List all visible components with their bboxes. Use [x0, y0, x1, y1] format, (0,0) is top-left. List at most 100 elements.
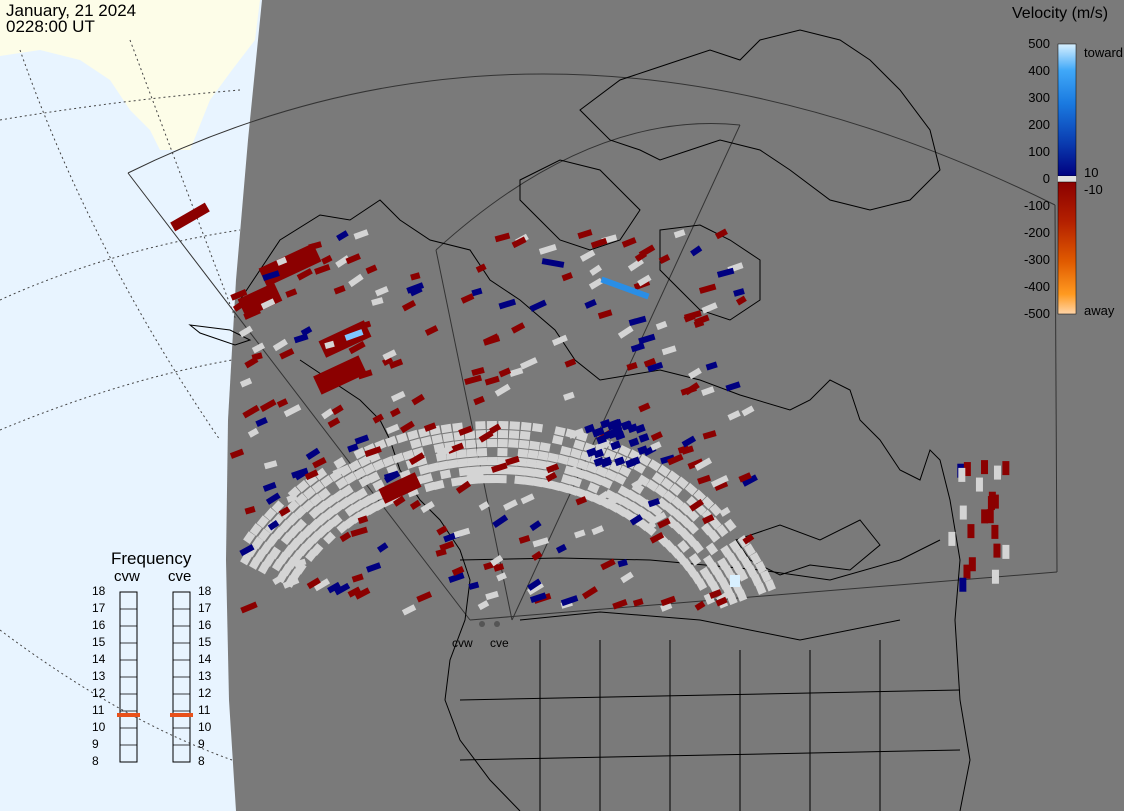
freq-scale-label: 13 [92, 669, 106, 683]
ground-scatter-cell [260, 541, 273, 555]
toward-velocity-cell [730, 575, 740, 587]
velocity-cell [591, 525, 605, 536]
freq-scale-label: 9 [198, 737, 205, 751]
velocity-cell [239, 377, 253, 388]
velocity-cell [511, 322, 526, 334]
velocity-cell [423, 422, 437, 432]
velocity-cell [276, 398, 289, 408]
ground-scatter-cell [539, 442, 551, 452]
ground-scatter-cell [268, 546, 281, 560]
colorbar-tick-6: -100 [1023, 198, 1050, 213]
velocity-cell [689, 498, 704, 512]
ground-scatter-cell [649, 504, 663, 517]
ground-scatter-cell [467, 457, 478, 467]
ground-scatter-cell [294, 518, 307, 532]
ground-scatter-cell [651, 472, 665, 485]
velocity-cell [637, 274, 652, 287]
ground-scatter-cell [340, 484, 354, 497]
ground-scatter-cell [527, 449, 539, 460]
ground-scatter-cell [587, 482, 600, 494]
freq-scale-label: 16 [92, 618, 106, 632]
ground-scatter-cell [724, 518, 737, 532]
ground-scatter-cell [654, 484, 668, 498]
ground-scatter-cell [286, 512, 300, 526]
toward-velocity-cell [541, 258, 565, 268]
velocity-cell [304, 469, 319, 481]
toward-velocity-cell [600, 276, 650, 300]
velocity-cell [339, 531, 352, 543]
ground-scatter-cell [656, 497, 670, 510]
ground-scatter-cell [715, 524, 729, 538]
velocity-cell [660, 454, 676, 465]
ground-scatter-cell [344, 472, 357, 485]
freq-scale-label: 17 [92, 601, 106, 615]
velocity-cell [725, 381, 741, 392]
freq-scale-label: 17 [198, 601, 212, 615]
velocity-cell [638, 244, 656, 258]
velocity-cell [520, 493, 535, 505]
velocity-cell [278, 506, 291, 517]
velocity-cell [300, 326, 313, 337]
velocity-cell [359, 320, 372, 330]
velocity-cell [411, 393, 425, 406]
ground-scatter-cell [362, 463, 376, 476]
ground-scatter-cell [755, 582, 767, 595]
ground-scatter-cell [294, 506, 307, 519]
velocity-cell [991, 524, 999, 539]
velocity-cell [505, 455, 520, 466]
velocity-cell [494, 232, 511, 243]
toward-velocity-cell [627, 423, 639, 434]
ground-scatter-cell [440, 423, 452, 434]
velocity-cell [272, 338, 288, 352]
ground-scatter-cell [257, 561, 270, 575]
velocity-cell [643, 521, 657, 532]
frequency-boxes [117, 591, 193, 763]
ground-scatter-cell [734, 548, 747, 561]
colorbar-tick-0: 500 [1028, 36, 1050, 51]
velocity-cell [643, 357, 657, 368]
velocity-cell [649, 531, 665, 544]
velocity-cell [473, 395, 485, 406]
ground-scatter-cell [409, 438, 422, 449]
freq-scale-label: 13 [198, 669, 212, 683]
velocity-cell [247, 427, 260, 438]
ground-scatter-cell [750, 573, 763, 587]
ground-scatter-cell [701, 496, 715, 510]
velocity-cell [305, 447, 321, 461]
ground-scatter-cell [368, 491, 382, 504]
ground-scatter-cell [561, 474, 573, 485]
ground-scatter-cell [508, 439, 519, 448]
velocity-cell [681, 445, 694, 455]
velocity-cell [321, 408, 334, 420]
toward-velocity-cell [634, 423, 646, 434]
velocity-cell [409, 499, 422, 510]
velocity-cell [322, 379, 338, 389]
ground-scatter-cell [518, 439, 530, 449]
velocity-cell [410, 272, 421, 281]
ground-scatter-cell [657, 464, 671, 477]
away-velocity-patch [170, 202, 210, 232]
ground-scatter-cell [263, 507, 277, 521]
ground-scatter-cell [418, 464, 431, 475]
velocity-cell [632, 598, 644, 607]
velocity-cell [357, 515, 369, 525]
ground-scatter-cell [523, 476, 535, 486]
velocity-cell [503, 499, 518, 511]
velocity-cell [705, 361, 718, 371]
velocity-cell [230, 289, 248, 301]
velocity-cell [697, 474, 711, 485]
velocity-cell [389, 407, 401, 418]
velocity-cell [647, 361, 664, 373]
ground-scatter-cell [324, 494, 338, 508]
ground-scatter-cell [432, 479, 445, 490]
ground-scatter-cell [691, 540, 704, 554]
velocity-cell [240, 601, 258, 614]
ground-scatter-cell [637, 474, 650, 487]
ground-scatter-cell [338, 496, 352, 510]
ground-scatter-cell [452, 422, 464, 432]
velocity-cell [702, 514, 715, 525]
velocity-cell [661, 345, 677, 356]
velocity-cell [471, 287, 483, 297]
ground-scatter-cell [243, 531, 256, 545]
freq-scale-label: 12 [92, 686, 106, 700]
